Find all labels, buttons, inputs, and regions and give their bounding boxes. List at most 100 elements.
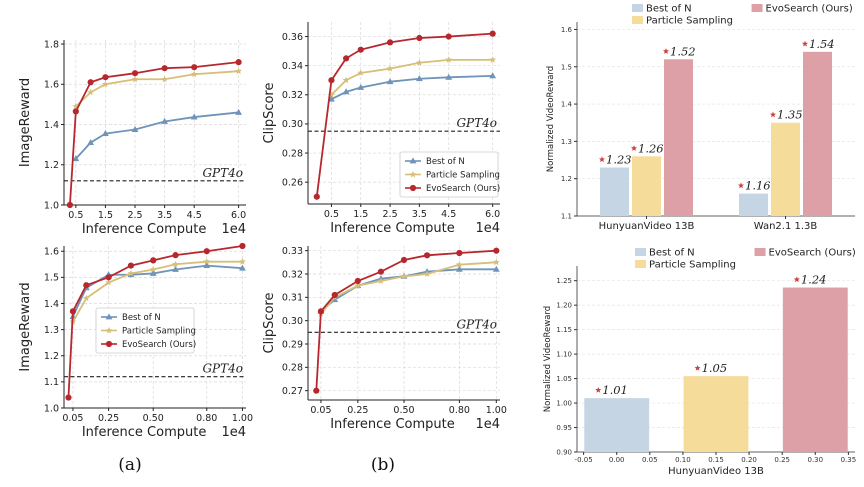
- point-particle: [492, 258, 500, 266]
- y-tick-label: 1.00: [556, 400, 572, 408]
- y-tick-label: 0.90: [556, 449, 572, 457]
- point-best: [415, 75, 423, 82]
- point-particle: [415, 59, 423, 66]
- point-evo: [456, 249, 463, 257]
- legend-marker-evo: [409, 184, 417, 192]
- point-particle: [455, 261, 463, 268]
- data-label-star: [737, 182, 745, 189]
- y-tick-label: 0.29: [282, 339, 303, 350]
- y-axis-label: ImageReward: [18, 78, 33, 167]
- x-axis-label: Inference Compute: [82, 425, 207, 440]
- legend-marker-best: [105, 313, 113, 320]
- x-tick-label: 0.5: [324, 209, 339, 220]
- y-tick-label: 1.2: [44, 160, 59, 171]
- point-particle: [82, 294, 90, 302]
- point-evo: [489, 30, 496, 37]
- y-tick-label: 1.0: [44, 200, 59, 211]
- bar-particle: [683, 376, 749, 452]
- point-evo: [102, 74, 109, 81]
- legend-swatch-particle: [635, 260, 646, 268]
- point-evo: [161, 65, 168, 72]
- x-tick-label: 0.80: [196, 413, 217, 424]
- caption-b: (b): [371, 455, 395, 475]
- y-tick-label: 0.26: [282, 177, 303, 188]
- data-label-star: [769, 111, 777, 118]
- x-category-label: HunyuanVideo 13B: [599, 221, 695, 232]
- x-tick-label: 0.30: [807, 456, 823, 464]
- x-axis-unit: 1e4: [475, 417, 500, 432]
- x-tick-label: 0.05: [62, 413, 83, 424]
- y-tick-label: 1.20: [556, 302, 572, 310]
- x-axis-label: Inference Compute: [82, 222, 207, 237]
- y-tick-label: 1.10: [556, 351, 572, 359]
- bar-evo: [664, 59, 693, 216]
- point-best: [239, 264, 246, 271]
- y-tick-label: 0.32: [282, 90, 303, 101]
- point-evo: [105, 274, 112, 281]
- plot-area: [64, 40, 246, 205]
- y-axis-label: ImageReward: [18, 282, 33, 371]
- point-evo: [331, 291, 338, 299]
- point-evo: [127, 262, 135, 269]
- point-evo: [377, 268, 385, 275]
- y-tick-label: 1.4: [44, 299, 59, 310]
- x-tick-label: 0.50: [393, 405, 414, 416]
- y-axis-label: ClipScore: [262, 293, 277, 354]
- data-label-star: [662, 48, 670, 54]
- legend-label-best: Best of N: [426, 157, 465, 167]
- x-axis-unit: 1e4: [221, 425, 246, 440]
- series-line-best: [72, 264, 243, 317]
- reference-label: GPT4o: [202, 362, 243, 376]
- data-label-star: [694, 364, 701, 371]
- point-particle: [102, 80, 109, 88]
- point-particle: [386, 64, 394, 72]
- legend-marker-particle: [105, 326, 113, 334]
- point-evo: [66, 201, 74, 209]
- y-tick-label: 1.8: [44, 39, 59, 50]
- series-line-particle: [72, 260, 243, 323]
- y-tick-label: 0.95: [556, 424, 572, 432]
- point-evo: [65, 394, 72, 401]
- point-evo: [191, 64, 198, 71]
- x-tick-label: 3.5: [157, 210, 172, 221]
- x-tick-label: 0.35: [841, 456, 857, 464]
- point-particle: [87, 88, 95, 96]
- legend-label-evo: EvoSearch (Ours): [769, 248, 856, 259]
- data-label: 1.05: [702, 361, 728, 375]
- point-particle: [131, 75, 139, 83]
- y-tick-label: 0.30: [282, 316, 303, 327]
- data-label: 1.52: [670, 44, 696, 58]
- x-tick-label: 0.10: [675, 456, 691, 464]
- x-tick-label: 0.15: [708, 456, 724, 464]
- data-label: 1.01: [602, 383, 628, 397]
- point-best: [386, 78, 394, 85]
- point-evo: [317, 308, 325, 315]
- point-best: [445, 73, 453, 80]
- point-evo: [354, 277, 361, 285]
- data-label: 1.54: [809, 37, 835, 51]
- legend-label-particle: Particle Sampling: [646, 16, 733, 27]
- series-line-particle: [320, 261, 497, 315]
- point-best: [72, 155, 80, 162]
- data-label: 1.26: [638, 141, 664, 155]
- point-evo: [150, 257, 157, 264]
- point-evo: [445, 33, 452, 40]
- legend-label-evo: EvoSearch (Ours): [122, 340, 196, 350]
- point-particle: [239, 258, 246, 265]
- point-best: [190, 113, 198, 120]
- legend-label-particle: Particle Sampling: [122, 327, 196, 337]
- x-tick-label: 4.5: [441, 209, 456, 220]
- y-tick-label: 1.1: [561, 213, 572, 221]
- point-evo: [203, 248, 210, 255]
- point-best: [87, 139, 95, 146]
- y-tick-label: 1.3: [561, 138, 572, 146]
- legend-swatch-best: [632, 4, 643, 12]
- x-axis-label: Inference Compute: [330, 417, 455, 432]
- legend-swatch-particle: [632, 16, 643, 24]
- point-evo: [313, 193, 320, 200]
- y-tick-label: 0.36: [282, 32, 303, 43]
- point-evo: [416, 34, 423, 42]
- chart-b_top: 0.26 0.28 0.30 0.32 0.34 0.36 0.5 1.5 2.5 3.5 4.5 6…: [262, 22, 500, 236]
- x-tick-label: 0.05: [642, 456, 658, 464]
- point-best: [492, 265, 500, 272]
